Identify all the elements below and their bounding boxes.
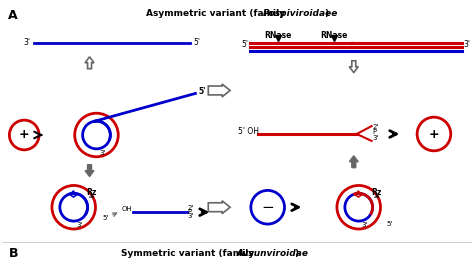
Text: Avsunviroidae: Avsunviroidae xyxy=(237,249,309,258)
Text: 3': 3' xyxy=(188,213,194,219)
Text: P: P xyxy=(188,209,191,215)
FancyArrow shape xyxy=(349,156,358,168)
Text: Symmetric variant (family: Symmetric variant (family xyxy=(121,249,257,258)
Text: ): ) xyxy=(294,249,299,258)
Text: 5': 5' xyxy=(199,87,206,96)
Text: Pospiviroidaee: Pospiviroidaee xyxy=(263,9,338,18)
Text: 5': 5' xyxy=(386,221,392,227)
Text: RNase: RNase xyxy=(320,31,347,40)
Text: 5': 5' xyxy=(102,215,109,221)
FancyArrow shape xyxy=(85,57,94,69)
Text: 3': 3' xyxy=(23,38,30,47)
FancyArrow shape xyxy=(208,84,230,97)
Text: OH: OH xyxy=(121,206,132,212)
Text: 3': 3' xyxy=(100,150,106,156)
Text: B: B xyxy=(9,247,18,260)
Text: 3': 3' xyxy=(77,222,83,228)
FancyArrow shape xyxy=(208,201,230,214)
FancyArrow shape xyxy=(85,165,94,177)
Text: A: A xyxy=(9,9,18,22)
Text: 5' OH: 5' OH xyxy=(238,126,259,136)
FancyArrow shape xyxy=(349,61,358,73)
Text: 5': 5' xyxy=(241,40,248,49)
Text: 5': 5' xyxy=(193,38,201,47)
Text: ): ) xyxy=(324,9,328,18)
Text: Rz: Rz xyxy=(372,188,382,197)
Text: 2': 2' xyxy=(188,205,194,211)
Text: 3': 3' xyxy=(464,40,471,49)
Text: Asymmetric variant (family: Asymmetric variant (family xyxy=(146,9,288,18)
Text: +: + xyxy=(428,128,439,140)
Text: 3': 3' xyxy=(373,135,379,141)
Text: Rz: Rz xyxy=(87,188,97,197)
Text: RNase: RNase xyxy=(264,31,291,40)
Text: +: + xyxy=(19,128,29,142)
Text: P: P xyxy=(373,129,377,135)
Text: −: − xyxy=(261,200,274,215)
Text: 2': 2' xyxy=(373,124,379,130)
Text: 3': 3' xyxy=(362,222,368,228)
